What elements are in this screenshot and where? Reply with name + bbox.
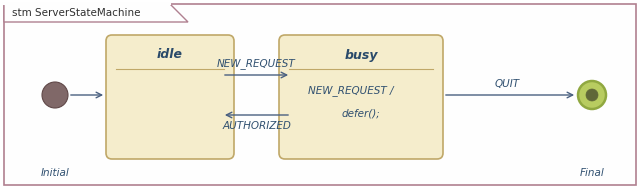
FancyBboxPatch shape [279, 35, 443, 159]
Text: NEW_REQUEST /: NEW_REQUEST / [308, 86, 394, 96]
Text: idle: idle [157, 49, 183, 61]
Text: AUTHORIZED: AUTHORIZED [222, 121, 291, 131]
Text: stm ServerStateMachine: stm ServerStateMachine [12, 8, 141, 18]
FancyBboxPatch shape [106, 35, 234, 159]
Text: defer();: defer(); [342, 108, 380, 118]
Text: Final: Final [580, 168, 604, 178]
Polygon shape [4, 4, 188, 22]
Circle shape [586, 89, 598, 101]
Text: QUIT: QUIT [495, 79, 520, 89]
Text: busy: busy [344, 49, 378, 61]
FancyBboxPatch shape [4, 4, 636, 185]
Text: NEW_REQUEST: NEW_REQUEST [217, 58, 296, 69]
Circle shape [578, 81, 606, 109]
Circle shape [42, 82, 68, 108]
Text: Initial: Initial [40, 168, 69, 178]
